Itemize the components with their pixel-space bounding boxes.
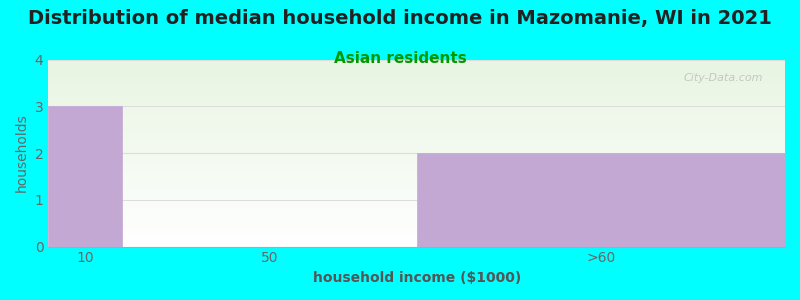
Bar — [48, 106, 122, 247]
Y-axis label: households: households — [15, 114, 29, 192]
Bar — [417, 153, 785, 247]
Text: Asian residents: Asian residents — [334, 51, 466, 66]
Text: City-Data.com: City-Data.com — [683, 73, 763, 82]
X-axis label: household income ($1000): household income ($1000) — [313, 271, 521, 285]
Text: Distribution of median household income in Mazomanie, WI in 2021: Distribution of median household income … — [28, 9, 772, 28]
